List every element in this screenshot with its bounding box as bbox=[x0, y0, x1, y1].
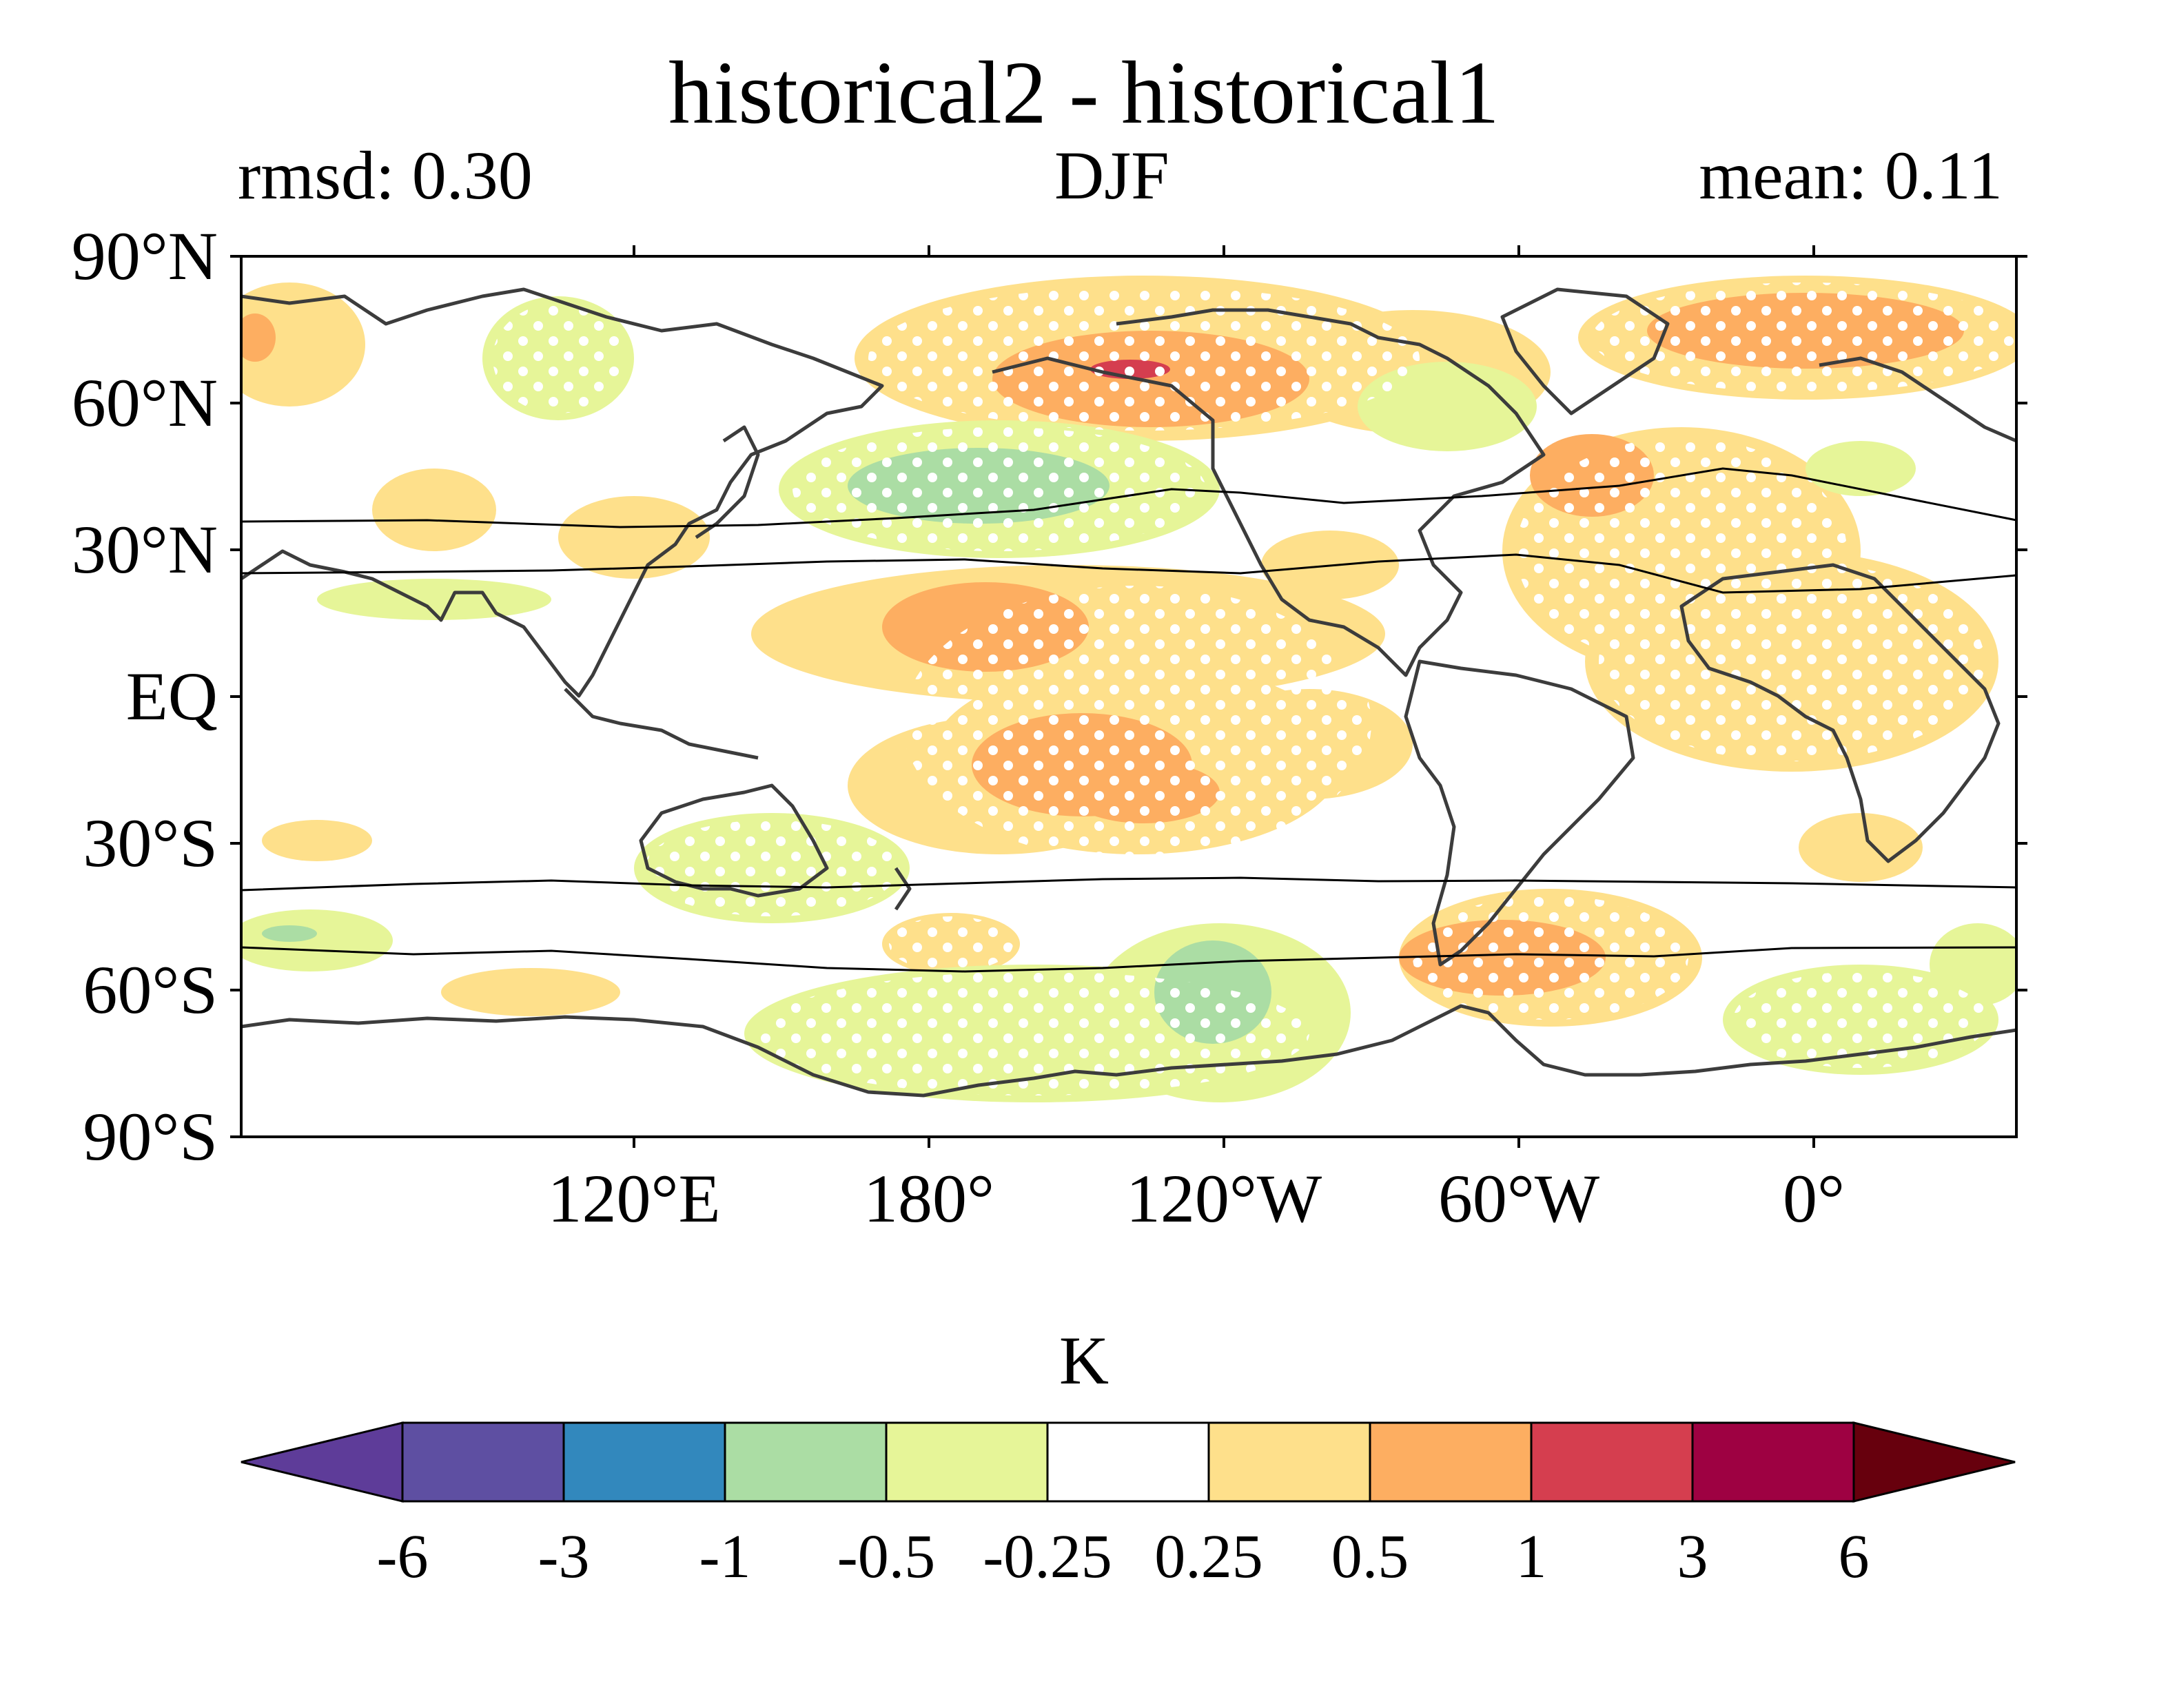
map-title: historical2 - historical1 bbox=[668, 43, 1500, 143]
lat-tick-marks bbox=[230, 255, 2027, 1138]
africa-coast bbox=[1679, 563, 2001, 863]
colorbar-bin bbox=[724, 1421, 888, 1503]
lon-label-120e: 120°E bbox=[547, 1160, 721, 1237]
colorbar-level-label: 3 bbox=[1677, 1523, 1708, 1591]
colorbar-bin bbox=[401, 1421, 565, 1503]
mean-label: mean: 0.11 bbox=[1699, 137, 2003, 214]
colorbar-bin bbox=[1046, 1421, 1210, 1503]
lon-label-180: 180° bbox=[863, 1160, 994, 1237]
colorbar-level-label: -3 bbox=[538, 1523, 590, 1591]
japan-coast bbox=[695, 425, 760, 539]
europe-africa-coast bbox=[1819, 356, 2016, 443]
lat-label-90n: 90°N bbox=[71, 218, 218, 294]
south-america-coast bbox=[1404, 659, 1635, 967]
season-label: DJF bbox=[1054, 137, 1169, 214]
significance-stippling bbox=[493, 282, 2016, 1095]
lat-label-60n: 60°N bbox=[71, 364, 218, 441]
colorbar-bin bbox=[1207, 1421, 1371, 1503]
lon-label-0: 0° bbox=[1783, 1160, 1845, 1237]
lon-label-60w: 60°W bbox=[1438, 1160, 1600, 1237]
lat-label-60s: 60°S bbox=[83, 951, 218, 1028]
colorbar-level-label: -6 bbox=[376, 1523, 429, 1591]
australia-coast bbox=[639, 783, 829, 898]
coastlines bbox=[241, 287, 2016, 1098]
greenland bbox=[1500, 287, 1670, 415]
colorbar-level-label: -0.5 bbox=[837, 1523, 936, 1591]
colorbar-level-label: 0.25 bbox=[1154, 1523, 1263, 1591]
lat-label-30s: 30°S bbox=[83, 805, 218, 881]
lat-label-eq: EQ bbox=[125, 658, 218, 734]
colorbar-level-label: 1 bbox=[1515, 1523, 1547, 1591]
colorbar bbox=[241, 1421, 2016, 1503]
maritime-se-asia bbox=[564, 688, 759, 760]
colorbar-bin bbox=[1369, 1421, 1533, 1503]
colorbar-bin bbox=[1530, 1421, 1694, 1503]
jet-contours bbox=[241, 467, 2016, 973]
north-america-coast bbox=[992, 308, 1546, 677]
antarctica-coast bbox=[241, 1004, 2016, 1098]
lon-label-120w: 120°W bbox=[1125, 1160, 1322, 1237]
lon-tick-marks bbox=[633, 245, 1815, 1148]
eurasia-coast bbox=[241, 287, 884, 698]
colorbar-level-label: -0.25 bbox=[983, 1523, 1112, 1591]
colorbar-level-label: -1 bbox=[699, 1523, 751, 1591]
colorbar-extend-min bbox=[241, 1421, 404, 1503]
colorbar-level-label: 0.5 bbox=[1331, 1523, 1409, 1591]
colorbar-bin bbox=[1691, 1421, 1855, 1503]
colorbar-bin bbox=[885, 1421, 1049, 1503]
colorbar-unit: K bbox=[1059, 1322, 1109, 1399]
colorbar-extend-max bbox=[1852, 1421, 2016, 1503]
colorbar-bin bbox=[562, 1421, 726, 1503]
rmsd-label: rmsd: 0.30 bbox=[238, 137, 533, 214]
new-zealand bbox=[894, 867, 912, 911]
lat-label-30n: 30°N bbox=[71, 511, 218, 588]
colorbar-level-label: 6 bbox=[1838, 1523, 1870, 1591]
lat-label-90s: 90°S bbox=[83, 1098, 218, 1175]
